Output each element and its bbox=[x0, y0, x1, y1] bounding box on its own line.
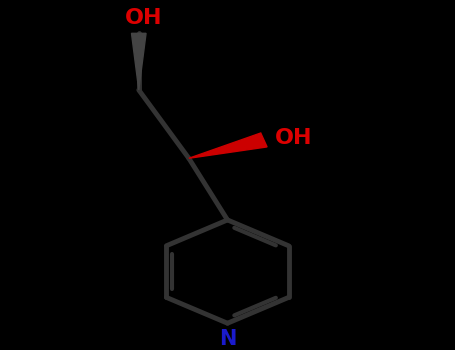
Text: N: N bbox=[219, 329, 236, 349]
Text: OH: OH bbox=[125, 8, 162, 28]
Text: OH: OH bbox=[275, 128, 313, 148]
Polygon shape bbox=[189, 133, 267, 158]
Polygon shape bbox=[131, 33, 146, 90]
